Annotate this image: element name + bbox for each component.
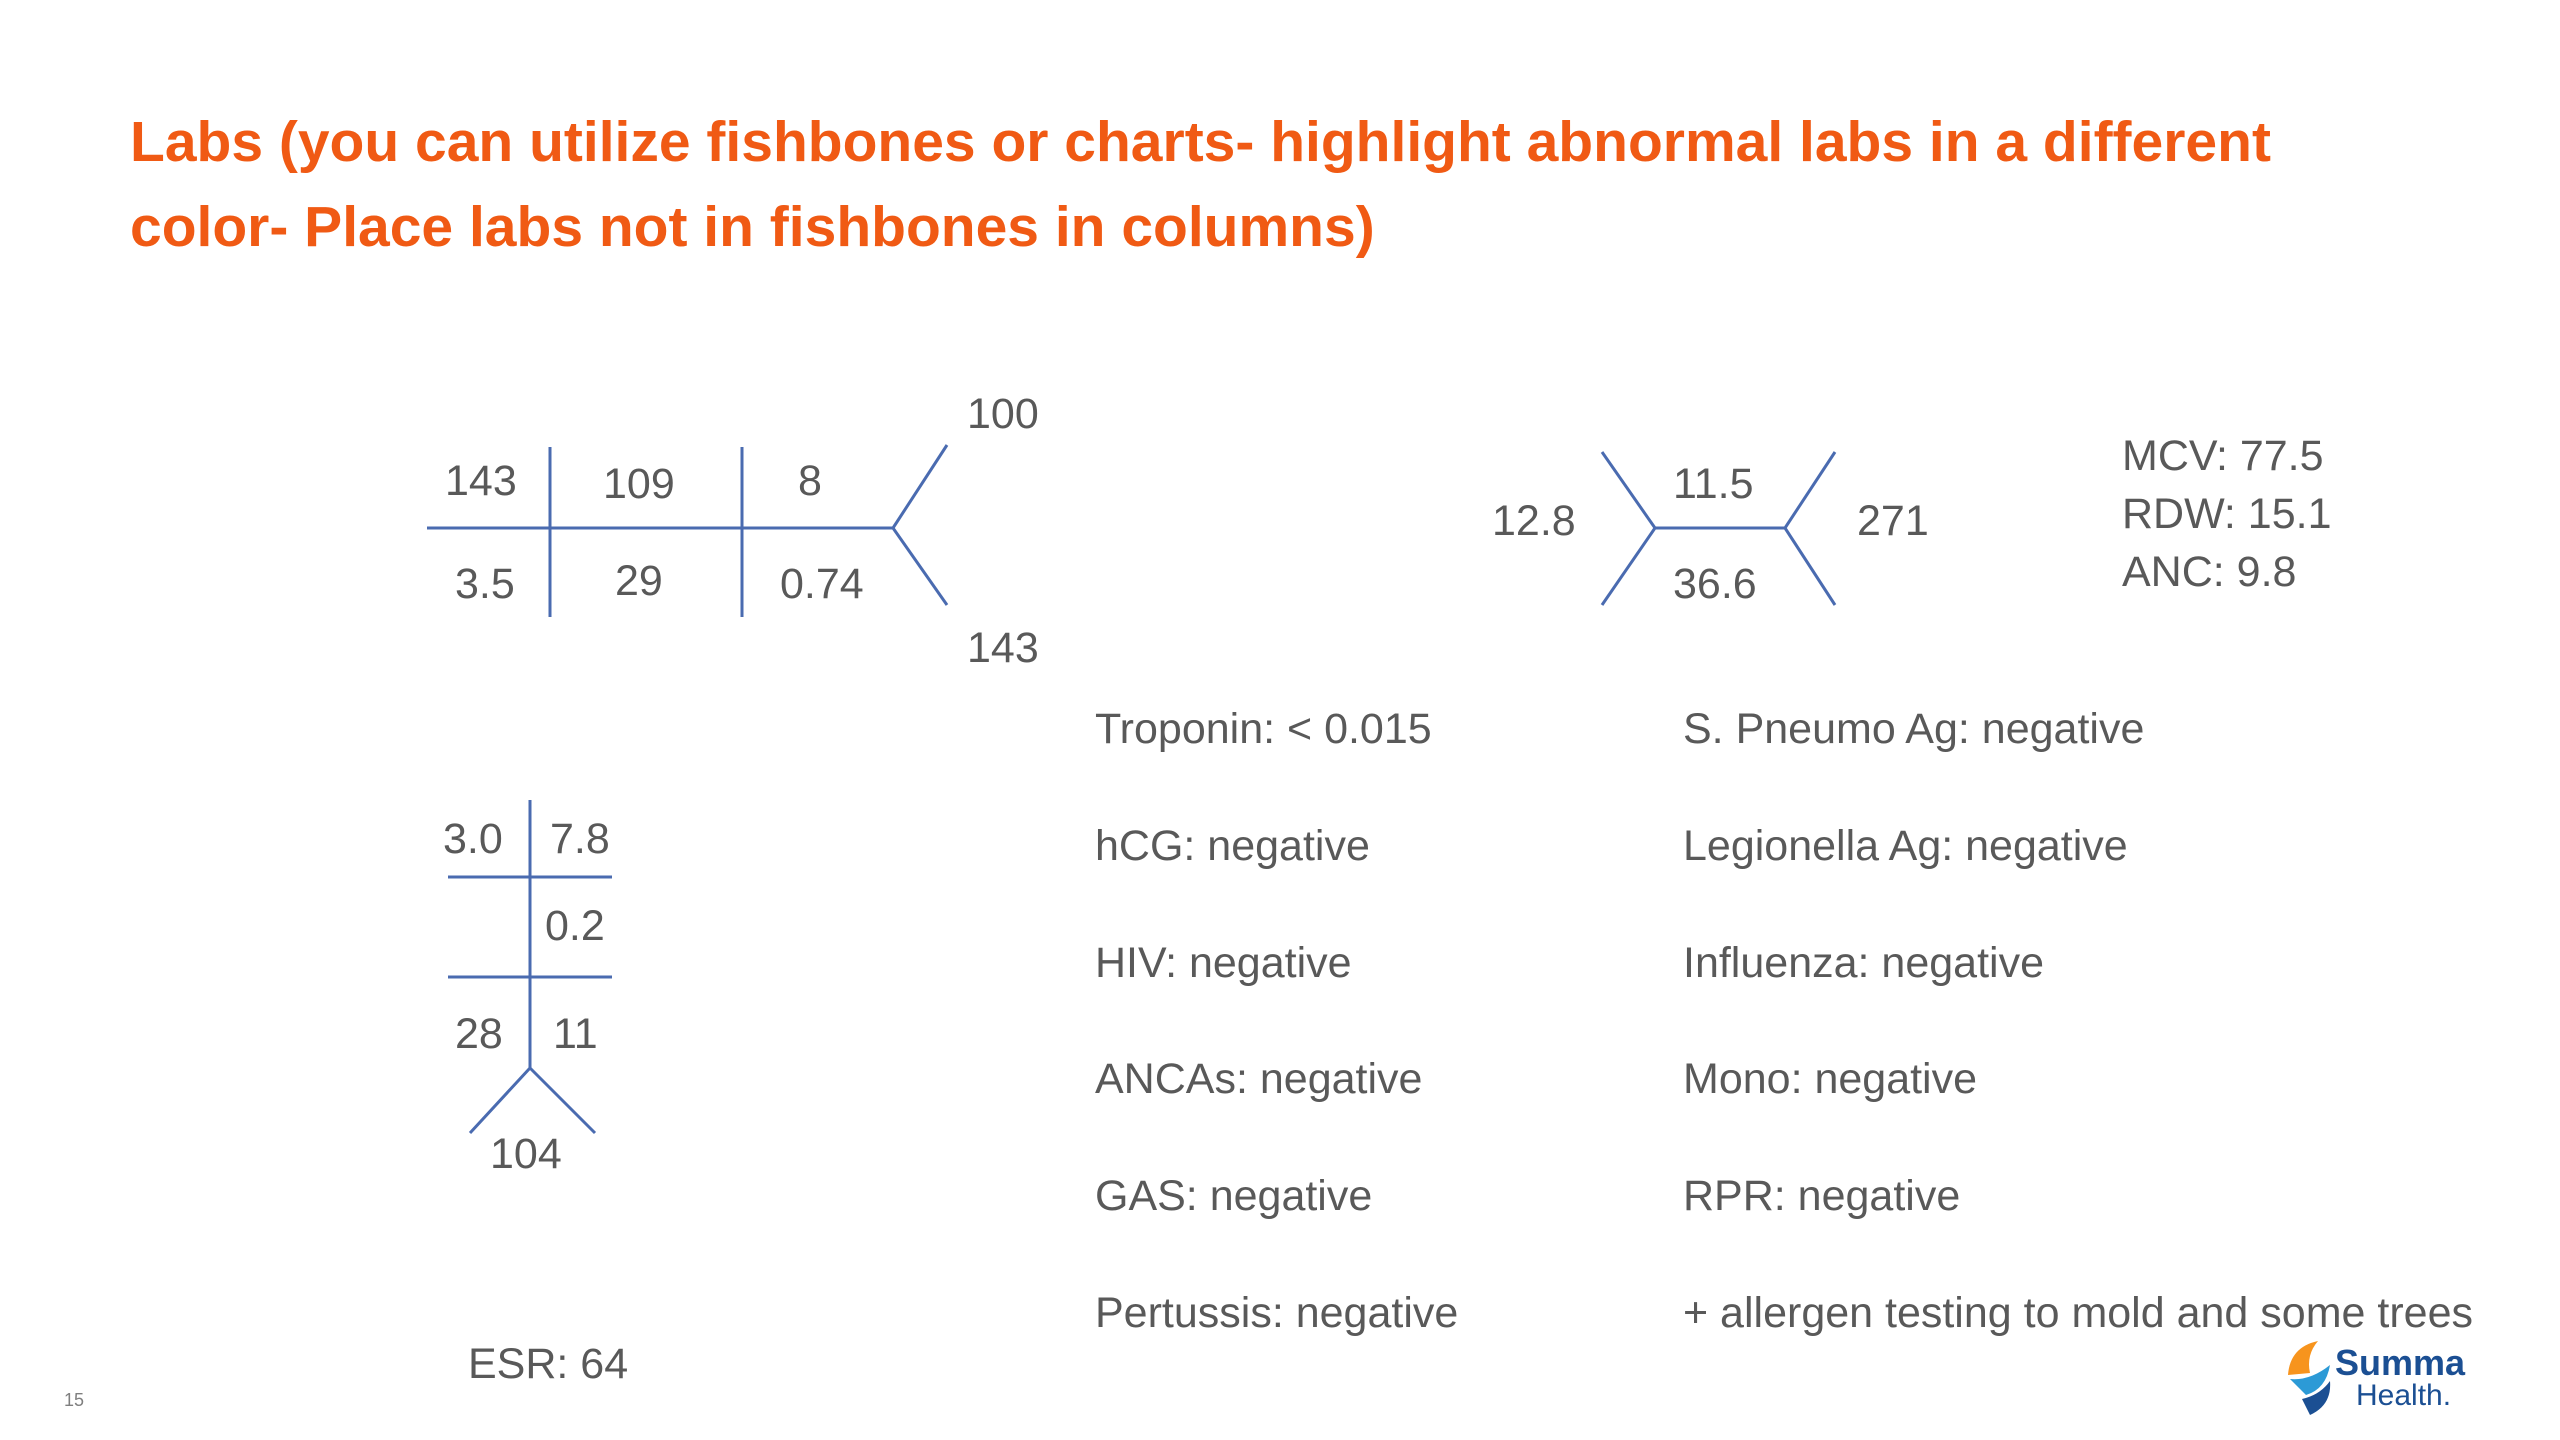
col2-item: + allergen testing to mold and some tree… xyxy=(1683,1289,2473,1337)
logo-text-health: Health. xyxy=(2356,1379,2452,1412)
bmp-bicarbonate: 29 xyxy=(615,557,663,605)
col2-item: Legionella Ag: negative xyxy=(1683,822,2128,870)
cbc-right-lower xyxy=(1783,527,1837,606)
col2-item: Influenza: negative xyxy=(1683,939,2044,987)
lft-bottom-left: 28 xyxy=(455,1010,503,1058)
lft-right-arm xyxy=(528,1066,597,1135)
cbc-hematocrit: 36.6 xyxy=(1673,560,1757,608)
lft-top-left: 3.0 xyxy=(443,815,503,863)
col1-item: GAS: negative xyxy=(1095,1172,1373,1220)
cbc-wbc: 12.8 xyxy=(1492,497,1576,545)
cbc-mcv: MCV: 77.5 xyxy=(2122,432,2324,480)
cbc-left-lower xyxy=(1600,527,1657,606)
bmp-chloride: 109 xyxy=(603,460,675,508)
lft-top-right: 7.8 xyxy=(550,815,610,863)
cbc-rdw: RDW: 15.1 xyxy=(2122,490,2332,538)
col2-item: Mono: negative xyxy=(1683,1055,1978,1103)
lft-left-arm xyxy=(468,1066,532,1135)
bmp-glucose-lower: 143 xyxy=(967,624,1039,672)
slide-title: Labs (you can utilize fishbones or chart… xyxy=(130,110,2271,259)
bmp-creatinine: 0.74 xyxy=(780,560,864,608)
col1-item: HIV: negative xyxy=(1095,939,1352,987)
lft-bottom-right: 11 xyxy=(553,1010,598,1058)
bmp-bun: 8 xyxy=(798,457,822,505)
col1-item: ANCAs: negative xyxy=(1095,1055,1423,1103)
bmp-sodium: 143 xyxy=(445,457,517,505)
lft-middle: 0.2 xyxy=(545,902,605,950)
slide-number: 15 xyxy=(64,1390,85,1410)
col1-item: Troponin: < 0.015 xyxy=(1095,705,1432,753)
logo-mark-icon xyxy=(2288,1341,2331,1415)
col2-item: S. Pneumo Ag: negative xyxy=(1683,705,2145,753)
cbc-hemoglobin: 11.5 xyxy=(1673,460,1754,508)
cbc-platelets: 271 xyxy=(1857,497,1929,545)
bmp-upper-arm xyxy=(891,444,949,529)
lft-bottom: 104 xyxy=(490,1130,562,1178)
cbc-right-upper xyxy=(1783,451,1837,529)
esr-value: ESR: 64 xyxy=(468,1340,629,1388)
cbc-anc: ANC: 9.8 xyxy=(2122,548,2297,596)
col1-item: Pertussis: negative xyxy=(1095,1289,1459,1337)
bmp-potassium: 3.5 xyxy=(455,560,515,608)
col2-item: RPR: negative xyxy=(1683,1172,1961,1220)
summa-health-logo: Summa Health. xyxy=(2280,1335,2480,1425)
cbc-left-upper xyxy=(1600,451,1657,529)
col1-item: hCG: negative xyxy=(1095,822,1370,870)
logo-text-summa: Summa xyxy=(2335,1342,2466,1383)
bmp-lower-arm xyxy=(891,527,949,606)
bmp-glucose-upper: 100 xyxy=(967,390,1039,438)
